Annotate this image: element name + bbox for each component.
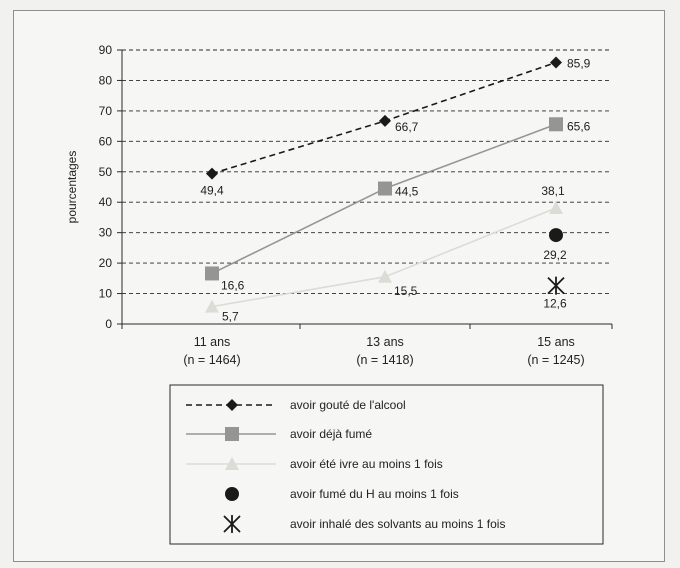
- legend-label: avoir fumé du H au moins 1 fois: [290, 487, 459, 501]
- data-label: 85,9: [567, 56, 591, 70]
- y-tick-label: 60: [99, 134, 113, 148]
- x-tick-label-n: (n = 1245): [527, 353, 584, 367]
- series-3: 29,2: [543, 228, 567, 262]
- legend-marker: [225, 457, 239, 470]
- y-tick-label: 50: [99, 165, 113, 179]
- data-label: 12,6: [543, 297, 567, 311]
- series-line: [211, 123, 557, 275]
- data-label: 44,5: [395, 185, 419, 199]
- legend-item: avoir inhalé des solvants au moins 1 foi…: [223, 515, 505, 533]
- data-point: [549, 201, 563, 215]
- y-tick-label: 90: [99, 43, 113, 57]
- legend: avoir gouté de l'alcool avoir déjà fumé av…: [169, 384, 604, 545]
- series-layer: 49,466,785,916,644,565,65,715,538,129,21…: [200, 56, 591, 324]
- data-point: [550, 56, 562, 69]
- data-point: [205, 299, 219, 313]
- legend-item: avoir déjà fumé: [186, 427, 372, 441]
- legend-label: avoir déjà fumé: [290, 427, 372, 441]
- y-tick-label: 70: [99, 104, 113, 118]
- data-label: 5,7: [222, 310, 239, 324]
- legend-label: avoir été ivre au moins 1 fois: [290, 457, 443, 471]
- legend-item: avoir été ivre au moins 1 fois: [186, 457, 443, 471]
- x-tick-label-n: (n = 1418): [356, 353, 413, 367]
- series-4: 12,6: [543, 276, 567, 311]
- data-point: [549, 117, 563, 132]
- data-point: [206, 167, 218, 180]
- series-2: 5,7 15,5 38,1: [205, 184, 565, 324]
- y-tick-label: 10: [99, 287, 113, 301]
- data-point: [378, 269, 392, 283]
- data-point: [378, 181, 392, 196]
- x-tick-label-age: 11 ans: [194, 335, 231, 349]
- series-line: [211, 207, 557, 308]
- data-point: [379, 114, 391, 127]
- data-point: [205, 266, 219, 281]
- legend-item: avoir fumé du H au moins 1 fois: [225, 487, 459, 501]
- axes: 0 10 20 30 40 50 60 70 80 90 pourcentages 11 ans (n …: [65, 43, 613, 367]
- series-1: 16,6 44,5 65,6: [205, 117, 591, 292]
- data-point: [549, 228, 563, 243]
- y-tick-label: 40: [99, 195, 113, 209]
- x-tick-label-age: 15 ans: [537, 335, 575, 349]
- data-label: 38,1: [541, 184, 565, 198]
- grid-lines: [122, 49, 612, 295]
- y-tick-label: 80: [99, 73, 113, 87]
- legend-item: avoir gouté de l'alcool: [186, 398, 406, 412]
- y-tick-label: 0: [105, 317, 112, 331]
- data-label: 29,2: [543, 248, 567, 262]
- y-tick-label: 30: [99, 226, 113, 240]
- legend-marker: [225, 427, 239, 441]
- data-label: 16,6: [221, 278, 245, 292]
- data-label: 66,7: [395, 120, 419, 134]
- data-label: 65,6: [567, 119, 591, 133]
- data-label: 15,5: [394, 284, 418, 298]
- x-tick-label-age: 13 ans: [366, 335, 404, 349]
- legend-marker: [226, 399, 238, 411]
- y-axis-title: pourcentages: [65, 151, 79, 224]
- data-point: [547, 276, 565, 295]
- legend-label: avoir gouté de l'alcool: [290, 398, 406, 412]
- y-tick-label: 20: [99, 256, 113, 270]
- legend-label: avoir inhalé des solvants au moins 1 foi…: [290, 517, 505, 531]
- x-tick-label-n: (n = 1464): [183, 353, 240, 367]
- data-label: 49,4: [200, 184, 224, 198]
- legend-marker: [223, 515, 241, 533]
- series-0: 49,4 66,7 85,9: [200, 56, 591, 198]
- legend-marker: [225, 487, 239, 501]
